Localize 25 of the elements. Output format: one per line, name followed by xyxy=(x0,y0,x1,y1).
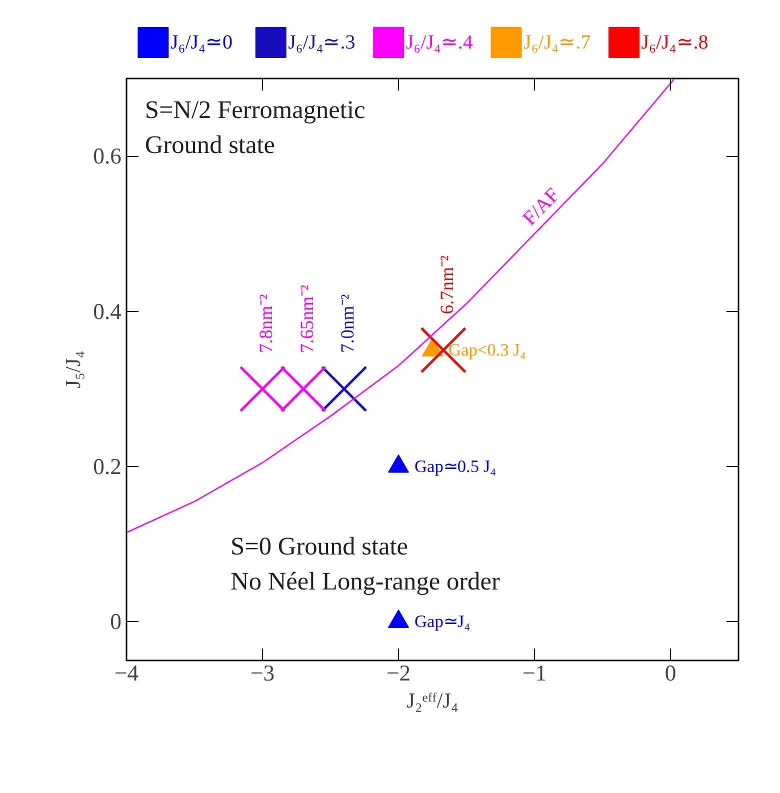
annotation: 6.7nm⁻² xyxy=(436,254,458,314)
annotation: Gap≃J₄ xyxy=(414,612,470,632)
y-tick-label: 0.4 xyxy=(93,298,122,324)
x-tick-label: −3 xyxy=(250,660,275,686)
legend-label: J₆/J₄≃.8 xyxy=(641,32,708,54)
annotation: 7.8nm⁻² xyxy=(256,294,277,353)
y-tick-label: 0 xyxy=(110,609,122,634)
y-axis-title: J₅/J₄ xyxy=(61,350,86,388)
legend-label: J₆/J₄≃0 xyxy=(170,32,233,54)
x-tick-label: −2 xyxy=(386,660,411,686)
annotation: Gap<0.3 J₄ xyxy=(448,340,526,360)
legend-label: J₆/J₄≃.7 xyxy=(524,32,591,54)
x-axis-title: J₂ᵉᶠᶠ/J₄ xyxy=(406,688,458,712)
annotation: Gap≃0.5 J₄ xyxy=(414,457,496,476)
annotation: 7.0nm⁻² xyxy=(338,294,359,353)
y-tick-label: 0.6 xyxy=(93,144,122,169)
y-tick-label: 0.2 xyxy=(93,454,122,479)
legend-label: J₆/J₄≃.3 xyxy=(288,32,356,54)
annotation: 7.65nm⁻² xyxy=(296,284,318,353)
annotation: S=N/2 Ferromagnetic Ground state xyxy=(144,96,366,159)
x-tick-label: −1 xyxy=(522,660,547,686)
annotation: S=0 Ground state No Néel Long-range order xyxy=(230,532,500,596)
x-tick-label: −4 xyxy=(114,660,139,686)
x-tick-label: 0 xyxy=(664,660,676,686)
legend-label: J₆/J₄≃.4 xyxy=(406,32,473,54)
